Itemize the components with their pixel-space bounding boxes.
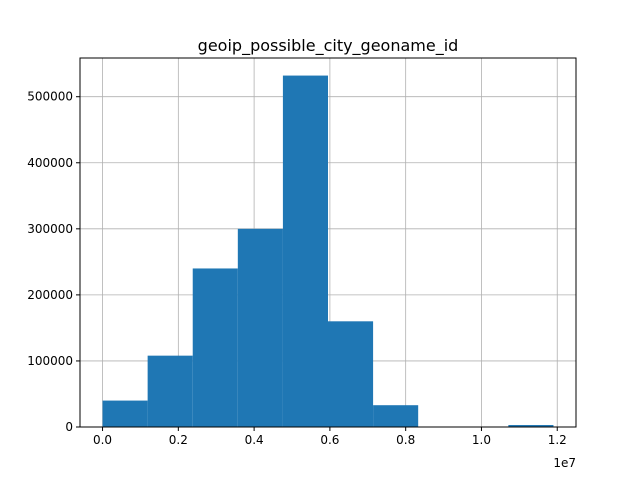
y-tick-label: 300000 [27,222,73,236]
x-axis: 0.0 0.2 0.4 0.6 0.8 1.0 1.2 [93,427,567,447]
y-tick-label: 0 [65,420,73,434]
histogram-bar [508,425,554,427]
histogram-bar [237,228,283,427]
y-tick-label: 400000 [27,156,73,170]
y-tick-label: 500000 [27,90,73,104]
histogram-bar [373,405,419,427]
histogram-bar [282,75,328,428]
x-tick-label: 1.2 [548,433,567,447]
x-tick-label: 0.8 [396,433,415,447]
histogram-bar [328,321,374,427]
y-tick-label: 200000 [27,288,73,302]
plot-frame [79,57,577,428]
x-tick-label: 0.6 [320,433,339,447]
y-tick-label: 100000 [27,354,73,368]
histogram-bar [192,268,238,427]
x-tick-label: 0.2 [169,433,188,447]
x-tick-label: 0.4 [245,433,264,447]
x-offset-label: 1e7 [553,456,576,470]
histogram-bar [147,355,193,427]
histogram-bar [102,400,148,427]
x-tick-label: 1.0 [472,433,491,447]
bars [102,75,554,428]
chart-title: geoip_possible_city_geoname_id [198,36,459,56]
x-tick-label: 0.0 [93,433,112,447]
y-axis: 0 100000 200000 300000 400000 500000 [27,90,80,434]
